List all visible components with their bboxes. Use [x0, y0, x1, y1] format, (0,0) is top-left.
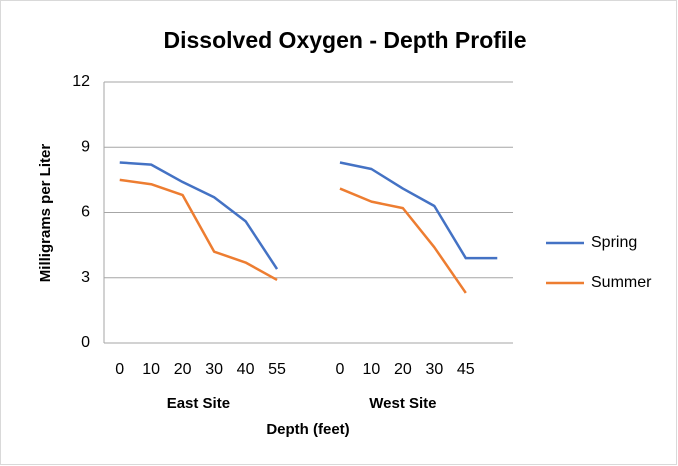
x-tick-label: 20	[174, 361, 192, 378]
x-tick-label: 30	[425, 361, 443, 378]
x-tick-label: 20	[394, 361, 412, 378]
x-tick-label: 10	[363, 361, 381, 378]
x-tick-label: 40	[237, 361, 255, 378]
y-axis-title: Milligrams per Liter	[37, 144, 54, 283]
chart-title: Dissolved Oxygen - Depth Profile	[164, 27, 527, 53]
legend-label: Spring	[591, 234, 637, 251]
x-tick-label: 0	[115, 361, 124, 378]
series-line	[119, 161, 498, 270]
legend-label: Summer	[591, 274, 652, 291]
x-tick-label: 0	[336, 361, 345, 378]
y-tick-label: 12	[72, 73, 90, 90]
group-label: East Site	[167, 395, 230, 412]
y-tick-label: 6	[81, 204, 90, 221]
group-label: West Site	[369, 395, 436, 412]
y-tick-label: 3	[81, 269, 90, 286]
x-tick-label: 45	[457, 361, 475, 378]
series-line	[119, 178, 467, 294]
x-axis-title: Depth (feet)	[266, 421, 349, 438]
x-tick-label: 10	[142, 361, 160, 378]
y-tick-label: 0	[81, 334, 90, 351]
x-tick-label: 55	[268, 361, 286, 378]
y-tick-label: 9	[81, 138, 90, 155]
x-tick-label: 30	[205, 361, 223, 378]
